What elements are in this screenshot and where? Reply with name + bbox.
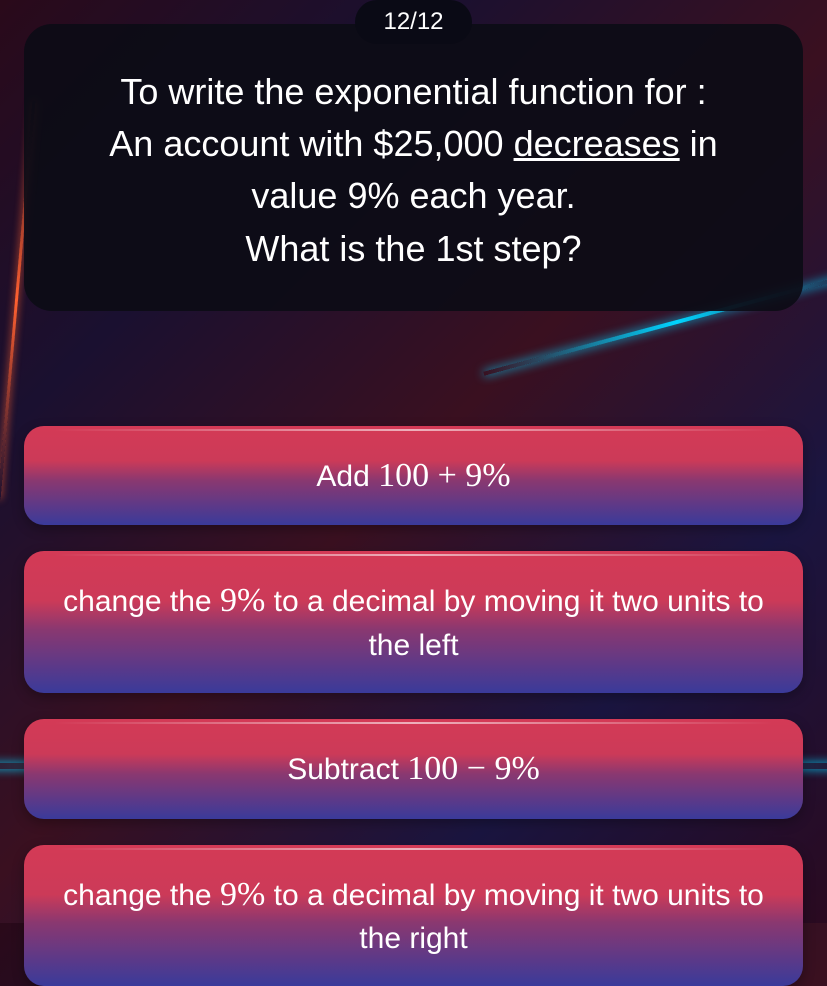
question-line-1: To write the exponential function for : [54,66,773,118]
quiz-container: 12/12 To write the exponential function … [0,0,827,923]
answer-1-pre: Add [316,460,378,493]
answer-3-math: 100 − 9% [407,750,540,787]
question-line-4: What is the 1st step? [54,223,773,275]
question-card: To write the exponential function for : … [24,24,803,311]
question-line-3: value 9% each year. [54,170,773,222]
answer-1-math: 100 + 9% [378,457,511,494]
answers-list: Add 100 + 9% change the 9% to a decimal … [24,426,803,986]
q2-underlined: decreases [514,123,680,164]
answer-option-2[interactable]: change the 9% to a decimal by moving it … [24,551,803,693]
progress-badge: 12/12 [355,0,471,44]
answer-4-post: to a decimal by moving it two units to t… [265,879,764,956]
question-line-2: An account with $25,000 decreases in [54,118,773,170]
answer-4-math: 9% [220,876,265,913]
q2-post: in [680,123,718,164]
answer-option-3[interactable]: Subtract 100 − 9% [24,719,803,819]
answer-2-pre: change the [63,585,220,618]
answer-option-1[interactable]: Add 100 + 9% [24,426,803,526]
answer-2-post: to a decimal by moving it two units to t… [265,585,764,662]
answer-option-4[interactable]: change the 9% to a decimal by moving it … [24,845,803,986]
answer-2-math: 9% [220,582,265,619]
answer-4-pre: change the [63,879,220,912]
answer-3-pre: Subtract [287,753,407,786]
progress-text: 12/12 [383,8,443,35]
q2-pre: An account with $25,000 [109,123,513,164]
